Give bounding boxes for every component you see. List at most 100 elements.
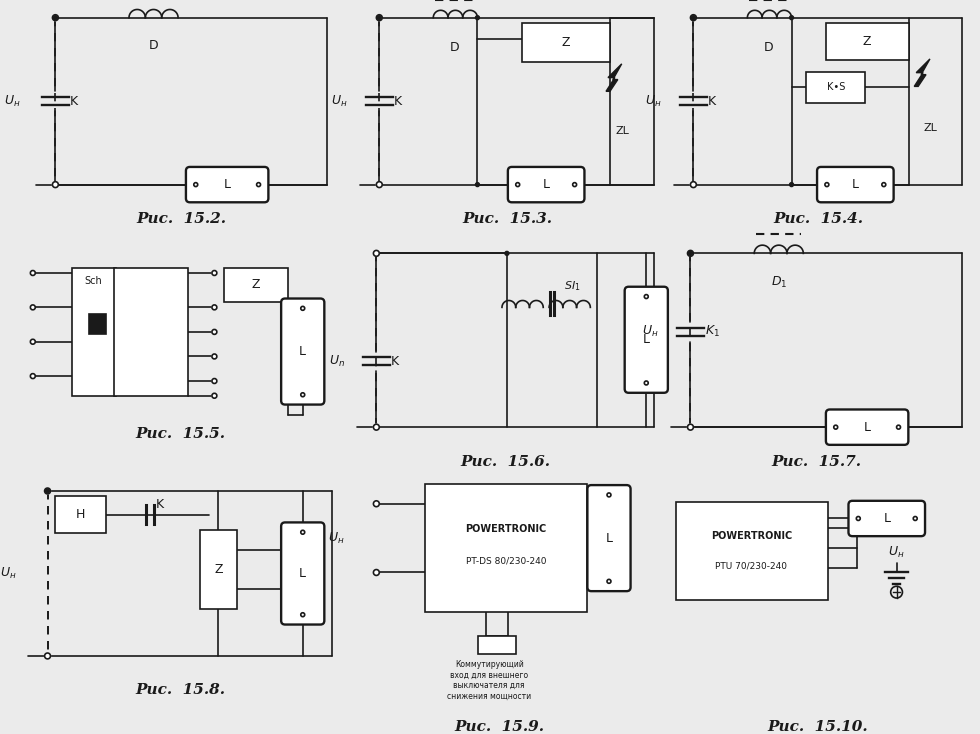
Text: ZL: ZL: [615, 126, 630, 136]
FancyBboxPatch shape: [624, 287, 667, 393]
Bar: [115, 268, 188, 396]
Circle shape: [301, 393, 305, 396]
Circle shape: [475, 183, 479, 186]
Circle shape: [301, 306, 305, 310]
FancyBboxPatch shape: [826, 410, 908, 445]
Text: $D_1$: $D_1$: [770, 275, 787, 291]
Circle shape: [212, 330, 217, 335]
Circle shape: [53, 182, 59, 188]
Text: Z: Z: [862, 34, 871, 48]
Circle shape: [373, 250, 379, 256]
Circle shape: [897, 425, 901, 429]
Circle shape: [688, 424, 694, 430]
Circle shape: [644, 294, 648, 299]
Bar: [425, 484, 587, 611]
Circle shape: [212, 379, 217, 383]
Circle shape: [376, 182, 382, 188]
Text: D: D: [149, 39, 159, 51]
Bar: [521, 23, 610, 62]
Text: L: L: [223, 178, 230, 191]
Circle shape: [688, 250, 694, 256]
Text: $U_н$: $U_н$: [0, 566, 16, 581]
Bar: [56, 496, 107, 533]
Circle shape: [377, 15, 381, 20]
Circle shape: [825, 183, 829, 186]
Text: L: L: [863, 421, 870, 434]
FancyBboxPatch shape: [508, 167, 584, 203]
Text: L: L: [883, 512, 890, 525]
Text: PT-DS 80/230-240: PT-DS 80/230-240: [466, 556, 546, 565]
Text: POWERTRONIC: POWERTRONIC: [466, 524, 547, 534]
Bar: [200, 530, 237, 608]
FancyBboxPatch shape: [587, 485, 630, 591]
Circle shape: [607, 493, 611, 497]
Circle shape: [913, 517, 917, 520]
Circle shape: [30, 271, 35, 275]
Text: $K_1$: $K_1$: [706, 324, 720, 339]
Circle shape: [373, 501, 379, 506]
Text: K: K: [394, 95, 402, 108]
Text: Рис.  15.6.: Рис. 15.6.: [460, 454, 550, 468]
Circle shape: [54, 15, 58, 20]
Circle shape: [30, 305, 35, 310]
FancyBboxPatch shape: [817, 167, 894, 203]
Circle shape: [572, 183, 576, 186]
Circle shape: [257, 183, 261, 186]
Bar: [676, 502, 828, 600]
Circle shape: [644, 381, 648, 385]
Text: K: K: [709, 95, 716, 108]
Text: Коммутирующий
вход для внешнего
выключателя для
снижения мощности: Коммутирующий вход для внешнего выключат…: [447, 661, 531, 701]
Text: PTU 70/230-240: PTU 70/230-240: [715, 561, 787, 570]
Polygon shape: [606, 64, 621, 91]
Text: Рис.  15.5.: Рис. 15.5.: [135, 427, 225, 441]
Text: Z: Z: [252, 278, 260, 291]
FancyBboxPatch shape: [849, 501, 925, 536]
Text: $U_н$: $U_н$: [331, 94, 348, 109]
Text: ZL: ZL: [924, 123, 938, 133]
Text: Рис.  15.9.: Рис. 15.9.: [454, 720, 544, 734]
Text: K•S: K•S: [826, 82, 845, 92]
Text: L: L: [606, 531, 612, 545]
FancyBboxPatch shape: [281, 299, 324, 404]
Circle shape: [691, 182, 697, 188]
Text: Z: Z: [214, 563, 222, 576]
Text: L: L: [643, 333, 650, 346]
Circle shape: [689, 251, 693, 255]
Text: K•S: K•S: [131, 270, 150, 280]
Text: L: L: [852, 178, 858, 191]
Circle shape: [45, 488, 51, 494]
Bar: [478, 636, 515, 654]
Bar: [73, 268, 117, 396]
Text: K: K: [391, 355, 399, 368]
Circle shape: [607, 579, 611, 584]
Circle shape: [376, 15, 382, 21]
Text: L: L: [299, 567, 306, 580]
Circle shape: [212, 305, 217, 310]
Text: L: L: [543, 178, 550, 191]
Text: Z: Z: [562, 36, 570, 48]
Text: D: D: [137, 346, 145, 357]
Circle shape: [505, 251, 509, 255]
Circle shape: [194, 183, 198, 186]
FancyBboxPatch shape: [281, 523, 324, 625]
Text: $U_н$: $U_н$: [646, 94, 662, 109]
Circle shape: [882, 183, 886, 186]
Text: $SI_1$: $SI_1$: [564, 279, 581, 293]
Polygon shape: [914, 59, 930, 87]
Text: D: D: [764, 40, 774, 54]
Text: $U_н$: $U_н$: [643, 324, 659, 339]
Circle shape: [692, 15, 696, 20]
Text: Рис.  15.4.: Рис. 15.4.: [773, 212, 863, 226]
Circle shape: [857, 517, 860, 520]
Bar: [826, 23, 909, 60]
Text: Рис.  15.10.: Рис. 15.10.: [767, 720, 868, 734]
Circle shape: [45, 653, 51, 659]
Text: Рис.  15.7.: Рис. 15.7.: [771, 454, 861, 468]
Text: K: K: [156, 498, 164, 512]
Text: $U_н$: $U_н$: [5, 94, 21, 109]
Circle shape: [212, 354, 217, 359]
Circle shape: [790, 15, 794, 20]
Circle shape: [212, 271, 217, 275]
Text: Рис.  15.8.: Рис. 15.8.: [135, 683, 225, 697]
Circle shape: [301, 530, 305, 534]
